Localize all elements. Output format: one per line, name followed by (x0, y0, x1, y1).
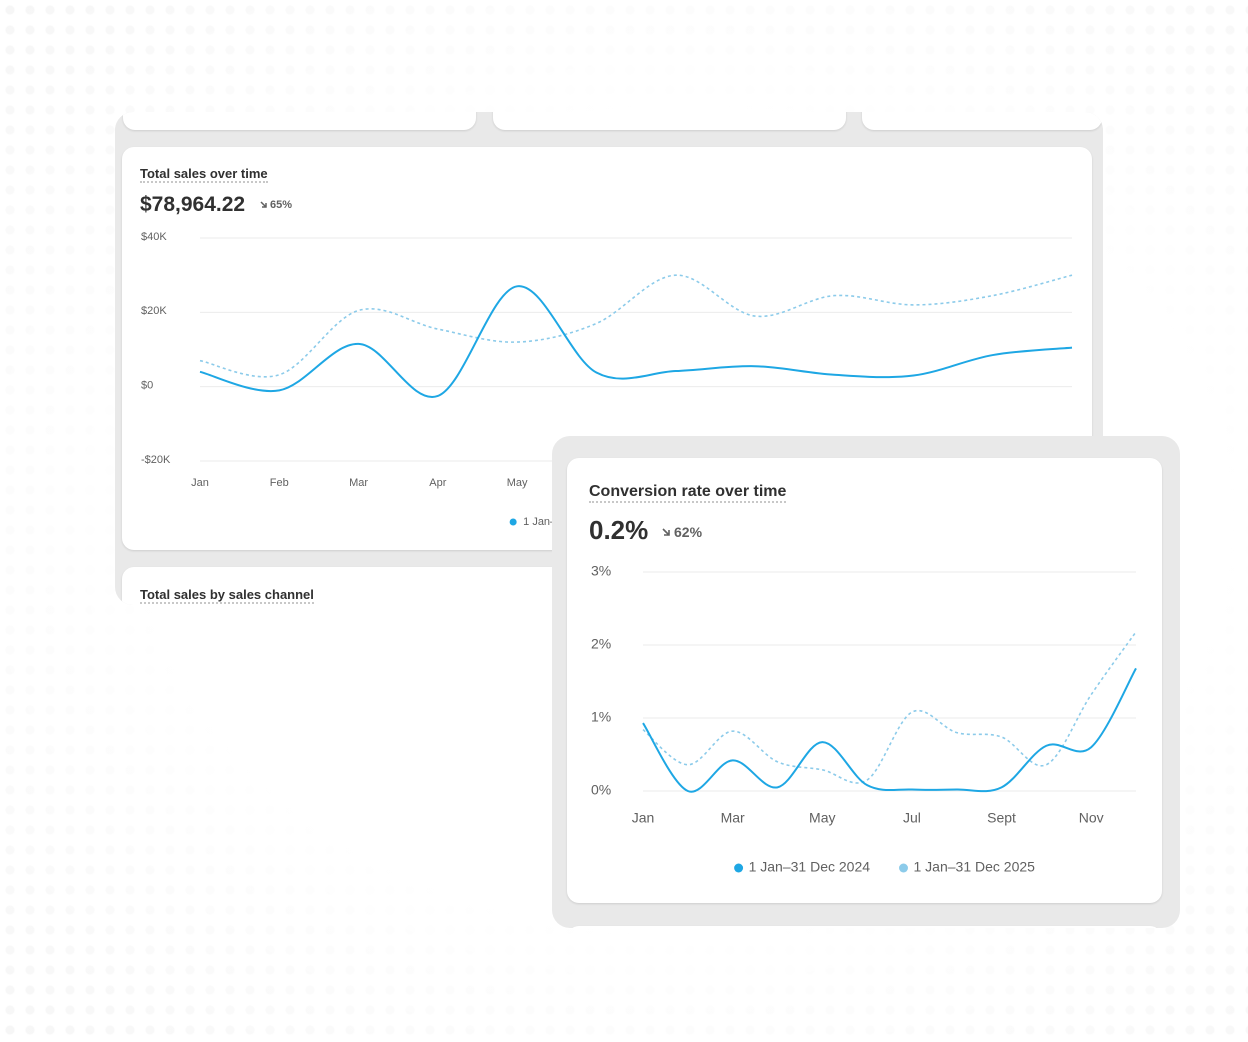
dashboard-frame: Conversion rate over time 0.2% 62% 0% 1% 2… (552, 436, 1180, 928)
data-line (199, 274, 1073, 378)
data-line (642, 631, 1137, 784)
headline-value: $78,964.22 (140, 193, 246, 216)
x-tick-label: Mar (349, 477, 368, 489)
legend-label: 1 Jan–31 Dec 2025 (914, 859, 1036, 875)
x-tick-label: May (809, 810, 835, 826)
chart-card (567, 926, 1162, 928)
y-tick-label: $0 (141, 380, 153, 392)
chart: 0% 1% 2% 3% Jan Mar May Jul Sept Nov 1 Jan–31 Dec … (591, 563, 1137, 875)
legend-marker (734, 863, 744, 873)
y-tick-label: 0% (591, 782, 611, 798)
x-tick-label: Apr (429, 477, 446, 489)
down-arrow-icon (662, 528, 670, 536)
legend-marker (899, 863, 908, 873)
y-tick-label: $40K (141, 231, 167, 243)
x-tick-label: Feb (270, 477, 289, 489)
top-card (862, 112, 1102, 130)
change-value: 62% (674, 524, 703, 540)
y-tick-label: $20K (141, 305, 167, 317)
y-tick-label: 1% (591, 709, 611, 725)
x-tick-label: Nov (1079, 810, 1104, 826)
x-tick-label: Mar (721, 810, 745, 826)
chart-card: Conversion rate over time 0.2% 62% 0% 1% 2… (567, 458, 1162, 903)
x-tick-label: Sept (987, 810, 1016, 826)
y-tick-label: 2% (591, 636, 611, 652)
y-tick-label: 3% (591, 563, 611, 579)
x-tick-label: Jul (903, 810, 921, 826)
down-arrow-icon (260, 201, 267, 208)
x-tick-label: Jan (632, 810, 655, 826)
chart-title: Conversion rate over time (589, 483, 787, 503)
legend-label: 1 Jan–31 Dec 2024 (749, 859, 871, 875)
data-line (199, 285, 1073, 398)
x-tick-label: May (507, 477, 528, 489)
headline-value: 0.2% (589, 515, 649, 545)
change-value: 65% (270, 199, 293, 211)
top-card (493, 112, 846, 130)
chart-title: Total sales over time (140, 166, 268, 183)
legend-marker (509, 518, 517, 526)
data-line (642, 667, 1137, 793)
x-tick-label: Jan (191, 477, 209, 489)
card-title: Total sales by sales channel (140, 587, 314, 604)
top-card (123, 112, 476, 130)
y-tick-label: -$20K (141, 454, 171, 466)
